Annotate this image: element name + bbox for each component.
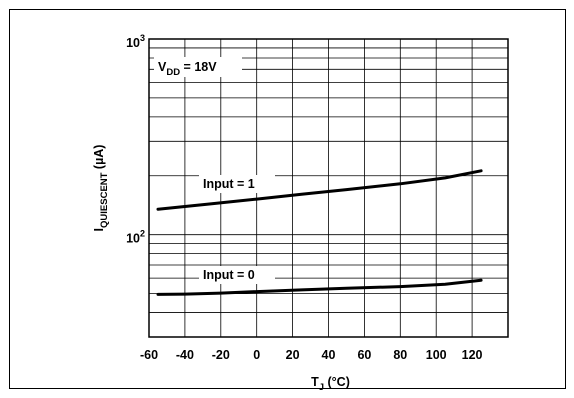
x-tick-label: -40 [176, 348, 194, 362]
series-layer [156, 169, 483, 296]
y-axis-title: IQUIESCENT (µA) [92, 145, 110, 232]
series-line-input-0 [156, 278, 483, 296]
y-tick-label: 103 [126, 33, 145, 50]
series-label-bg [199, 266, 275, 284]
x-tick-label: 60 [357, 348, 371, 362]
tick-labels: -60 -40 -20 0 20 40 60 80 100 120 [140, 348, 483, 362]
series-label-input-1: Input = 1 [203, 177, 255, 191]
vdd-annotation: VDD = 18V [158, 60, 217, 78]
x-axis-title: TJ (°C) [311, 375, 350, 393]
series-label-input-0: Input = 0 [203, 268, 255, 282]
x-tick-label: 0 [253, 348, 260, 362]
x-tick-label: 120 [462, 348, 483, 362]
series-line-input-1 [156, 169, 483, 211]
series-label-bg [199, 175, 275, 193]
chart-frame [9, 9, 566, 389]
x-tick-label: 40 [322, 348, 336, 362]
y-tick-label: 102 [126, 229, 145, 246]
x-tick-label: 80 [393, 348, 407, 362]
vdd-annotation-bg [154, 57, 242, 77]
plot-border [148, 38, 509, 338]
x-tick-label: 100 [426, 348, 447, 362]
x-tick-label: 20 [286, 348, 300, 362]
x-tick-label: -20 [212, 348, 230, 362]
x-tick-label: -60 [140, 348, 158, 362]
